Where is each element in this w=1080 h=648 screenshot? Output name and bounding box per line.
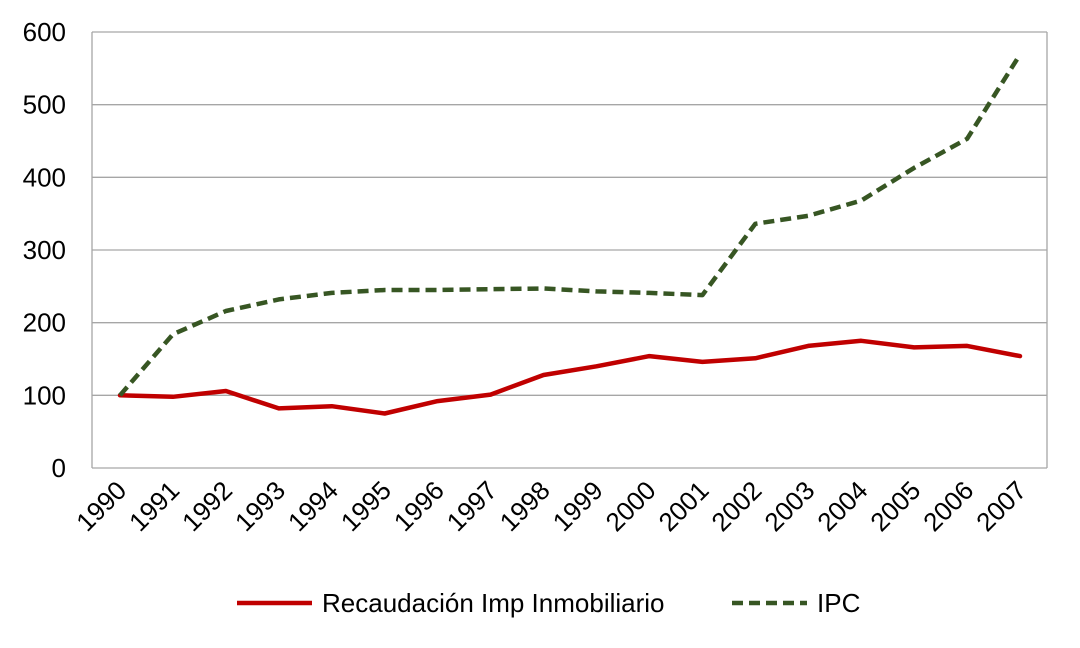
x-tick-label: 1998	[494, 475, 556, 537]
x-tick-label: 2000	[600, 475, 662, 537]
y-tick-label: 300	[23, 235, 66, 265]
legend-item-recaudacion: Recaudación Imp Inmobiliario	[237, 588, 665, 618]
x-tick-label: 1997	[441, 475, 503, 537]
legend: Recaudación Imp Inmobiliario IPC	[237, 588, 860, 618]
x-tick-label: 1995	[335, 475, 397, 537]
x-tick-label: 1999	[547, 475, 609, 537]
y-axis-tick-labels: 0 100 200 300 400 500 600	[23, 17, 66, 483]
x-tick-label: 1990	[70, 475, 132, 537]
y-tick-label: 500	[23, 90, 66, 120]
x-tick-label: 2001	[652, 475, 714, 537]
y-tick-label: 100	[23, 380, 66, 410]
x-tick-label: 1994	[282, 475, 344, 537]
y-tick-label: 600	[23, 17, 66, 47]
x-tick-label: 2006	[917, 475, 979, 537]
y-tick-label: 0	[52, 453, 66, 483]
x-tick-label: 2003	[758, 475, 820, 537]
series-lines	[117, 53, 1023, 416]
y-tick-label: 400	[23, 162, 66, 192]
x-tick-label: 1992	[176, 475, 238, 537]
legend-item-ipc: IPC	[732, 588, 860, 618]
y-tick-label: 200	[23, 308, 66, 338]
legend-label: Recaudación Imp Inmobiliario	[322, 588, 665, 618]
x-tick-label: 2005	[864, 475, 926, 537]
series-line-ipc	[118, 53, 1022, 397]
x-tick-label: 1993	[229, 475, 291, 537]
series-line-recaudacion	[117, 338, 1023, 416]
x-tick-label: 1996	[388, 475, 450, 537]
x-tick-label: 2004	[811, 475, 873, 537]
legend-label: IPC	[817, 588, 860, 618]
x-tick-label: 2002	[705, 475, 767, 537]
x-tick-label: 2007	[970, 475, 1032, 537]
gridlines	[91, 31, 1048, 469]
x-axis-tick-labels: 1990199119921993199419951996199719981999…	[70, 475, 1032, 537]
x-tick-label: 1991	[123, 475, 185, 537]
